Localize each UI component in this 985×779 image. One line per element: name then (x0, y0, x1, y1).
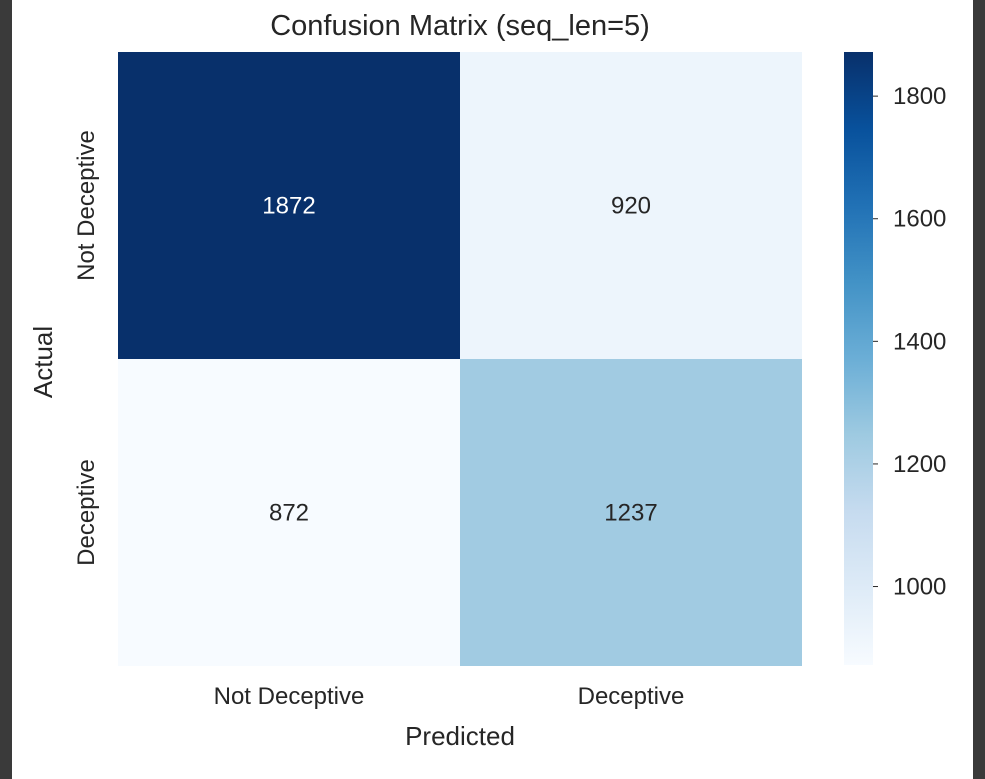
heatmap-cell-r1-c1 (460, 359, 802, 666)
y-axis-ticks: Not Deceptive Deceptive (73, 130, 100, 566)
x-tick-label: Deceptive (578, 683, 685, 710)
window-frame-right (973, 0, 985, 779)
chart-title: Confusion Matrix (seq_len=5) (270, 10, 650, 42)
cell-value-r0-c0: 1872 (262, 193, 315, 220)
heatmap-cell-r0-c1 (460, 52, 802, 359)
figure-canvas: Confusion Matrix (seq_len=5) 1872 920 872 1… (12, 0, 973, 779)
y-tick-label: Not Deceptive (73, 130, 100, 281)
colorbar-tick-label: 1200 (893, 451, 946, 478)
colorbar-ticks: 1000 1200 1400 1600 1800 (873, 83, 946, 601)
colorbar-tick-label: 1400 (893, 328, 946, 355)
y-axis-label: Actual (28, 326, 58, 398)
cell-value-r1-c1: 1237 (604, 500, 657, 527)
cell-value-r1-c0: 872 (269, 500, 309, 527)
colorbar-tick-label: 1000 (893, 574, 946, 601)
window-frame-left (0, 0, 12, 779)
heatmap-cell-r1-c0 (118, 359, 460, 666)
cell-value-r0-c1: 920 (611, 193, 651, 220)
heatmap-cells (118, 52, 802, 666)
colorbar-tick-label: 1600 (893, 206, 946, 233)
heatmap-annotations: 1872 920 872 1237 (262, 193, 657, 527)
heatmap-cell-r0-c0 (118, 52, 460, 359)
x-axis-label: Predicted (405, 721, 515, 751)
x-axis-ticks: Not Deceptive Deceptive (214, 683, 685, 710)
colorbar (844, 52, 873, 665)
x-tick-label: Not Deceptive (214, 683, 365, 710)
colorbar-tick-label: 1800 (893, 83, 946, 110)
y-tick-label: Deceptive (73, 459, 100, 566)
